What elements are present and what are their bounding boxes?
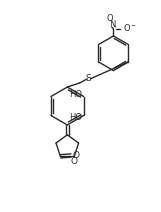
Text: O: O — [107, 14, 114, 23]
Text: N: N — [109, 20, 116, 29]
Text: O$^-$: O$^-$ — [123, 22, 137, 33]
Text: O: O — [71, 157, 78, 166]
Text: S: S — [86, 74, 92, 83]
Text: O: O — [73, 151, 80, 160]
Text: HO: HO — [69, 90, 82, 99]
Text: HO: HO — [69, 113, 82, 122]
Text: $^+$: $^+$ — [113, 25, 119, 30]
